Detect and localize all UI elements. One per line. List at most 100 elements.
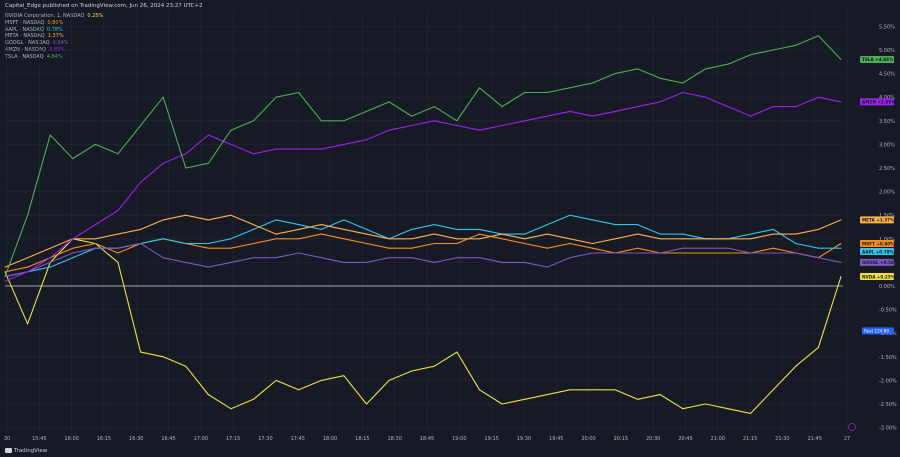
x-tick-label: 16:00 (64, 436, 78, 442)
legend-value: 0.80% (47, 19, 64, 26)
data-point-amzn (478, 129, 481, 131)
data-point-meta (704, 238, 706, 240)
data-point-meta (682, 238, 684, 240)
legend-item-nvda[interactable]: NVIDIA Corporation, 1, NASDAQ 0.25% (5, 13, 103, 20)
x-tick-label: 21:00 (711, 436, 725, 442)
legend-item-meta[interactable]: META · NASDAQ 1.37% (5, 33, 103, 40)
price-badge-bg (862, 327, 894, 335)
y-tick-label: 5.50% (879, 24, 895, 30)
last-value-tag-text: AAPL +0.78% (862, 249, 895, 254)
y-tick-label: -3.00% (879, 426, 897, 432)
data-point-nvda (162, 356, 164, 358)
data-point-tsla (230, 129, 232, 131)
data-point-msft (388, 247, 390, 249)
data-point-tsla (772, 49, 774, 51)
data-point-meta (275, 233, 277, 235)
data-point-msft (411, 247, 413, 249)
data-point-amzn (140, 181, 142, 183)
legend-name: MSFT · NASDAQ (5, 19, 45, 26)
data-point-amzn (388, 129, 390, 131)
legend-item-msft[interactable]: MSFT · NASDAQ 0.80% (5, 20, 103, 27)
legend-item-tsla[interactable]: TSLA · NASDAQ 4.84% (5, 54, 103, 61)
footer[interactable]: TradingView (5, 448, 47, 454)
tradingview-logo-icon (5, 448, 12, 453)
data-point-googl (795, 252, 797, 254)
data-point-aapl (433, 224, 435, 226)
data-point-meta (320, 224, 322, 226)
data-point-nvda (252, 398, 255, 400)
data-point-aapl (320, 228, 322, 230)
data-point-nvda (524, 398, 526, 400)
data-point-aapl (207, 242, 209, 245)
data-point-amzn (750, 115, 752, 117)
y-tick-label: -0.50% (879, 308, 897, 314)
data-point-amzn (614, 110, 616, 112)
data-point-meta (230, 214, 232, 216)
data-point-tsla (433, 106, 435, 108)
legend-name: GOOGL · NASDAQ (5, 40, 50, 47)
y-tick-label: 1.00% (879, 237, 895, 243)
x-tick-label: 17:15 (226, 436, 240, 442)
x-tick-label: 19:30 (517, 436, 531, 442)
data-point-meta (478, 238, 481, 240)
x-tick-label: 20:30 (646, 436, 660, 442)
data-point-msft (727, 252, 729, 254)
last-value-tag-text: META +1.37% (862, 218, 895, 223)
data-point-amzn (704, 96, 706, 98)
data-point-amzn (4, 280, 6, 282)
y-tick-label: -1.50% (879, 355, 897, 361)
data-point-amzn (343, 143, 345, 145)
data-point-tsla (27, 214, 29, 216)
data-point-aapl (840, 247, 842, 249)
data-point-aapl (298, 224, 300, 226)
y-tick-label: 2.00% (879, 190, 895, 196)
last-value-tag-text: MSFT +0.80% (862, 241, 895, 246)
data-point-meta (117, 233, 119, 235)
legend-value: 0.25% (87, 13, 104, 19)
x-tick-label: 20:45 (678, 436, 692, 442)
data-point-aapl (817, 247, 819, 249)
data-point-meta (456, 238, 458, 240)
data-point-tsla (49, 134, 51, 136)
data-point-meta (569, 238, 571, 240)
data-point-tsla (569, 87, 571, 89)
data-point-meta (433, 233, 435, 235)
data-point-googl (230, 261, 232, 263)
data-point-nvda (840, 276, 842, 278)
data-point-aapl (185, 242, 187, 245)
jump-realtime-icon[interactable] (848, 423, 856, 431)
data-point-tsla (524, 91, 526, 94)
data-point-aapl (162, 238, 164, 240)
data-point-msft (478, 233, 481, 235)
data-point-msft (546, 247, 548, 249)
data-point-amzn (320, 148, 322, 150)
legend-value: 1.37% (47, 33, 64, 40)
data-point-msft (4, 271, 6, 273)
data-point-aapl (659, 233, 661, 235)
data-point-googl (478, 257, 481, 259)
data-point-nvda (659, 394, 661, 396)
data-point-aapl (343, 219, 345, 221)
legend-value: 0.54% (52, 40, 69, 47)
data-point-aapl (365, 228, 368, 230)
data-point-nvda (388, 379, 390, 381)
legend-item-googl[interactable]: GOOGL · NASDAQ 0.54% (5, 40, 103, 47)
data-point-msft (704, 252, 706, 254)
y-tick-label: 0.00% (879, 284, 895, 290)
data-point-aapl (569, 214, 571, 216)
data-point-tsla (388, 101, 390, 103)
x-tick-label: 17:00 (194, 436, 208, 442)
data-point-aapl (524, 233, 526, 235)
legend-name: NVIDIA Corporation, 1, NASDAQ (5, 13, 85, 19)
footer-brand: TradingView (14, 448, 48, 454)
data-point-tsla (817, 35, 819, 37)
x-tick-label: 21:45 (807, 436, 821, 442)
data-point-googl (569, 257, 571, 259)
data-point-meta (388, 238, 390, 240)
x-tick-label: 16:30 (129, 436, 143, 442)
data-point-nvda (478, 389, 481, 391)
data-point-meta (840, 219, 842, 221)
data-point-aapl (682, 233, 684, 235)
legend-item-aapl[interactable]: AAPL · NASDAQ 0.78% (5, 27, 103, 34)
data-point-amzn (817, 96, 819, 98)
